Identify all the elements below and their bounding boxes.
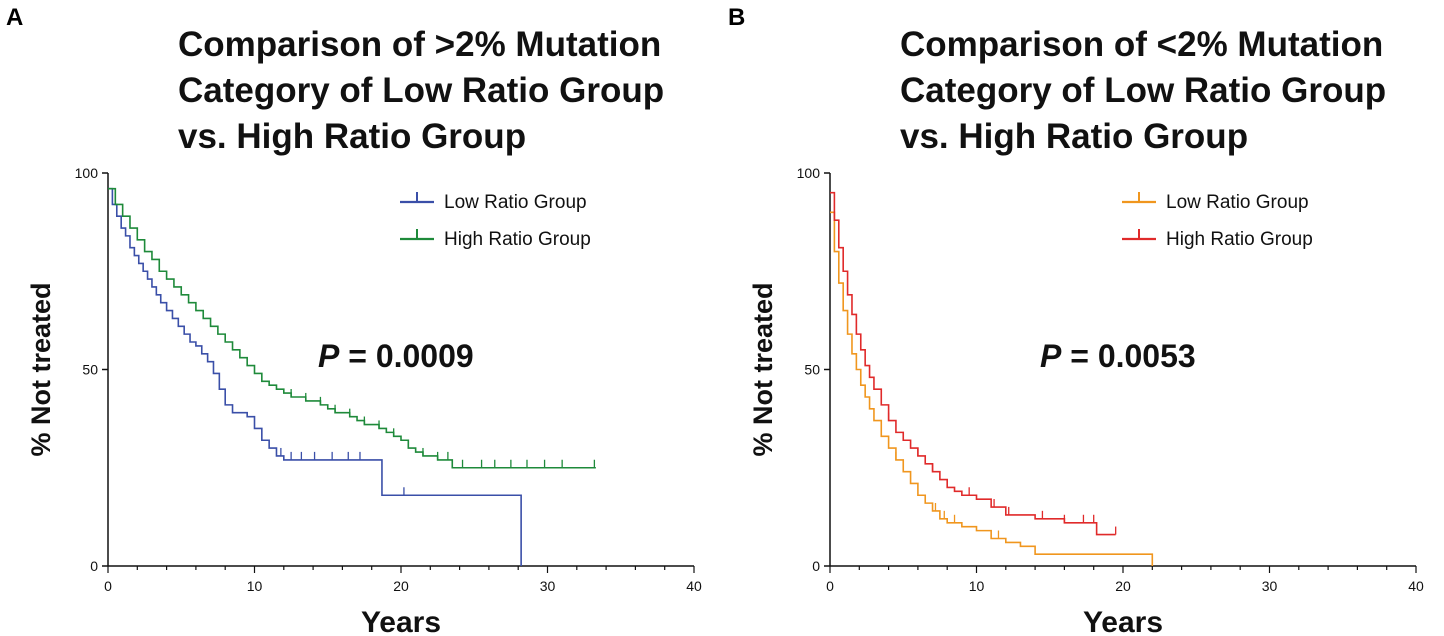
p-value: = 0.0009 [339,338,473,374]
chart-title-line: Comparison of <2% Mutation [900,25,1384,64]
x-tick-label: 40 [686,578,702,594]
x-axis-title: Years [361,606,441,636]
x-tick-label: 40 [1408,578,1424,594]
chart-title-line: Category of Low Ratio Group [900,71,1387,110]
chart-title-line: Category of Low Ratio Group [178,71,665,110]
y-tick-label: 50 [82,362,98,378]
x-tick-label: 0 [826,578,834,594]
legend-label: High Ratio Group [444,229,591,250]
panel-label: A [6,4,24,31]
x-tick-label: 0 [104,578,112,594]
p-symbol: P [1040,338,1062,374]
y-axis-title: % Not treated [748,282,778,456]
chart-title: Comparison of >2% Mutation Category of L… [178,22,698,160]
x-tick-label: 30 [1262,578,1278,594]
p-symbol: P [318,338,340,374]
chart-title-line: Comparison of >2% Mutation [178,25,662,64]
x-axis-title: Years [1083,606,1163,636]
p-value-annotation: P = 0.0009 [318,338,474,374]
x-tick-label: 20 [1115,578,1131,594]
p-value-annotation: P = 0.0053 [1040,338,1196,374]
chart-title: Comparison of <2% Mutation Category of L… [900,22,1420,160]
y-tick-label: 100 [797,165,821,181]
km-curve-low-ratio [108,187,522,566]
y-tick-label: 100 [75,165,99,181]
chart-title-line: vs. High Ratio Group [178,117,527,156]
km-chart-b: 0 50 100 0 10 20 30 40 Years % Not treated Low Rat… [748,165,1424,636]
panel-a: A Comparison of >2% Mutation Category of… [6,4,702,636]
legend-label: Low Ratio Group [1166,192,1309,213]
km-curve-high-ratio [108,187,596,469]
x-tick-label: 10 [969,578,985,594]
y-tick-label: 0 [90,558,98,574]
km-curve-low-ratio [830,211,1154,566]
km-curve-high-ratio [830,191,1116,536]
y-tick-label: 0 [812,558,820,574]
p-value: = 0.0053 [1061,338,1195,374]
panel-b: B Comparison of <2% Mutation Category of… [722,0,1444,636]
km-chart-a: 0 50 100 0 10 20 30 40 Years % Not treated Low Rat… [26,165,702,636]
y-tick-label: 50 [804,362,820,378]
panel-label: B [728,4,746,31]
x-tick-label: 20 [393,578,409,594]
x-tick-label: 30 [540,578,556,594]
legend-label: Low Ratio Group [444,192,587,213]
y-axis-title: % Not treated [26,282,56,456]
legend-label: High Ratio Group [1166,229,1313,250]
chart-title-line: vs. High Ratio Group [900,117,1249,156]
x-tick-label: 10 [247,578,263,594]
